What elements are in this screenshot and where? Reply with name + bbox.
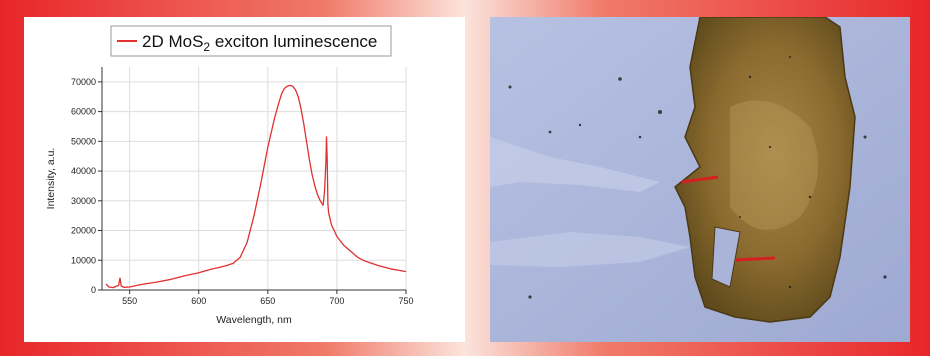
micrograph-panel <box>490 17 910 342</box>
y-tick-label: 50000 <box>71 136 96 146</box>
flake-texture <box>730 100 818 230</box>
x-axis-label: Wavelength, nm <box>216 314 292 326</box>
measurement-mark-2 <box>734 256 776 262</box>
spectrum-chart: 550 600 650 700 750 0 10000 20000 30000 40000 5000… <box>45 25 414 326</box>
debris-dots <box>508 56 887 299</box>
y-tick-label: 70000 <box>71 77 96 87</box>
flake-micrograph-image <box>490 17 910 342</box>
substrate-highlight <box>490 137 660 192</box>
x-tick-label: 750 <box>398 296 413 306</box>
legend-box <box>110 25 392 57</box>
y-tick-label: 60000 <box>71 107 96 117</box>
y-tick-label: 0 <box>91 285 96 295</box>
legend-subscript: 2 <box>203 40 210 54</box>
y-tick-label: 20000 <box>71 226 96 236</box>
x-tick-label: 600 <box>191 296 206 306</box>
flake-hole <box>711 226 741 288</box>
spectrum-chart-panel: 550 600 650 700 750 0 10000 20000 30000 40000 5000… <box>24 17 465 342</box>
x-tick-label: 550 <box>122 296 137 306</box>
y-tick-label: 30000 <box>71 196 96 206</box>
x-tick-label: 650 <box>260 296 275 306</box>
substrate-highlight <box>490 232 690 267</box>
legend-prefix: 2D MoS <box>142 32 203 51</box>
measurement-mark-1 <box>681 175 719 184</box>
y-tick-label: 40000 <box>71 166 96 176</box>
y-axis-label: Intensity, a.u. <box>45 148 57 210</box>
legend: 2D MoS2 exciton luminescence <box>110 25 392 57</box>
y-tick-label: 10000 <box>71 255 96 265</box>
x-tick-label: 700 <box>329 296 344 306</box>
legend-entry-label: 2D MoS2 exciton luminescence <box>142 32 377 54</box>
series-line <box>105 84 407 289</box>
legend-suffix: exciton luminescence <box>210 32 377 51</box>
